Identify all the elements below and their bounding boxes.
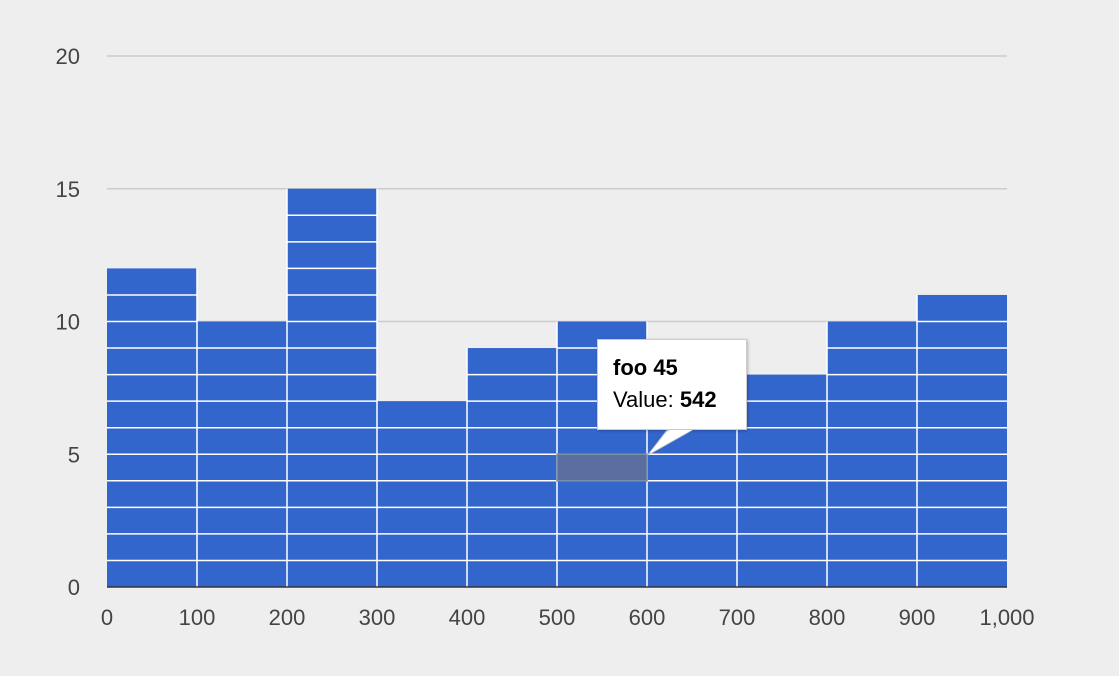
x-tick-label: 1,000 xyxy=(979,605,1034,630)
histogram-bar xyxy=(467,348,557,587)
x-tick-label: 100 xyxy=(179,605,216,630)
tooltip-value-row: Value: 542 xyxy=(613,382,746,418)
x-tick-label: 0 xyxy=(101,605,113,630)
x-tick-label: 600 xyxy=(629,605,666,630)
x-tick-label: 900 xyxy=(899,605,936,630)
x-tick-label: 800 xyxy=(809,605,846,630)
y-tick-label: 15 xyxy=(56,177,80,202)
tooltip: foo 45 Value: 542 xyxy=(597,339,747,430)
tooltip-title: foo 45 xyxy=(613,355,678,380)
x-tick-label: 700 xyxy=(719,605,756,630)
y-tick-label: 5 xyxy=(68,442,80,467)
x-tick-label: 300 xyxy=(359,605,396,630)
y-tick-label: 0 xyxy=(68,575,80,600)
x-tick-label: 400 xyxy=(449,605,486,630)
histogram-bar xyxy=(917,294,1007,587)
highlighted-segment xyxy=(556,453,648,482)
tooltip-value-label: Value: xyxy=(613,387,674,412)
x-tick-label: 500 xyxy=(539,605,576,630)
y-tick-label: 10 xyxy=(56,310,80,335)
y-tick-label: 20 xyxy=(56,44,80,69)
histogram-bar xyxy=(287,188,377,587)
tooltip-value: 542 xyxy=(679,387,717,412)
histogram-bar xyxy=(377,401,467,587)
x-tick-label: 200 xyxy=(269,605,306,630)
